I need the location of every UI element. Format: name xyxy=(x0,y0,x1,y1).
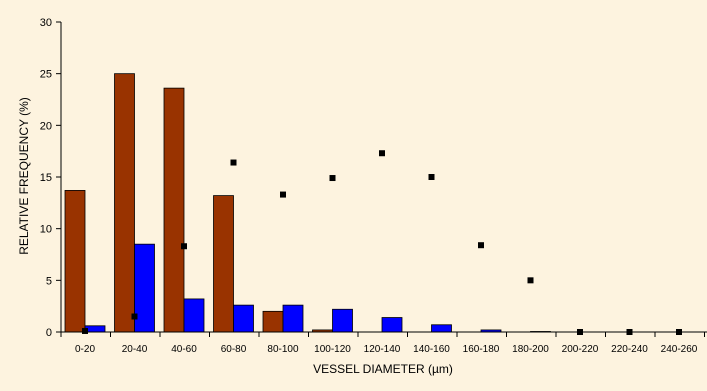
x-tick-label-80-100: 80-100 xyxy=(267,344,299,355)
marker-140-160 xyxy=(428,174,435,180)
marker-80-100 xyxy=(280,191,286,198)
y-tick-label-10: 10 xyxy=(40,224,52,236)
x-tick-label-220-240: 220-240 xyxy=(611,344,648,355)
marker-0-20 xyxy=(82,327,88,334)
bar-series1-60-80 xyxy=(213,195,234,333)
x-tick-label-20-40: 20-40 xyxy=(122,344,148,355)
x-tick-label-120-140: 120-140 xyxy=(364,344,401,355)
axes-layer xyxy=(56,21,707,337)
marker-60-80 xyxy=(230,159,237,166)
bar-series1-40-60 xyxy=(163,87,185,333)
x-tick-label-140-160: 140-160 xyxy=(413,344,450,355)
x-tick-label-200-220: 200-220 xyxy=(562,344,599,355)
x-tick-label-40-60: 40-60 xyxy=(171,344,197,355)
marker-160-180 xyxy=(478,242,484,249)
marker-180-200 xyxy=(527,277,534,284)
x-tick-label-0-20: 0-20 xyxy=(75,344,95,355)
y-tick-label-15: 15 xyxy=(40,172,52,184)
y-tick-label-20: 20 xyxy=(40,120,52,132)
bar-series1-0-20 xyxy=(64,190,86,333)
bar-series2-140-160 xyxy=(431,324,452,333)
x-tick-label-180-200: 180-200 xyxy=(512,344,549,355)
bar-series1-20-40 xyxy=(114,73,135,333)
x-tick-label-100-120: 100-120 xyxy=(314,344,351,355)
marker-40-60 xyxy=(181,243,187,250)
bar-series2-80-100 xyxy=(282,304,304,333)
y-axis-title: RELATIVE FREQUENCY (%) xyxy=(17,97,31,255)
marker-120-140 xyxy=(379,150,385,157)
bar-series2-120-140 xyxy=(381,317,403,333)
y-tick-label-25: 25 xyxy=(40,69,52,81)
x-axis-title: VESSEL DIAMETER (µm) xyxy=(313,362,453,376)
bars-layer xyxy=(64,73,551,333)
bar-series2-60-80 xyxy=(233,304,254,333)
y-tick-label-5: 5 xyxy=(46,275,52,287)
y-tick-label-0: 0 xyxy=(46,327,52,339)
y-tick-label-30: 30 xyxy=(40,17,52,29)
bar-series2-100-120 xyxy=(332,308,353,333)
labels-layer: 0 5 10 15 20 25 30 0-20 20-40 40-60 60-80 80-100 100… xyxy=(40,17,698,355)
bar-series2-40-60 xyxy=(183,298,205,333)
x-tick-label-240-260: 240-260 xyxy=(661,344,698,355)
x-tick-label-160-180: 160-180 xyxy=(463,344,500,355)
marker-20-40 xyxy=(131,313,138,320)
x-tick-label-60-80: 60-80 xyxy=(221,344,247,355)
marker-100-120 xyxy=(329,175,336,182)
bar-series1-80-100 xyxy=(262,310,284,333)
